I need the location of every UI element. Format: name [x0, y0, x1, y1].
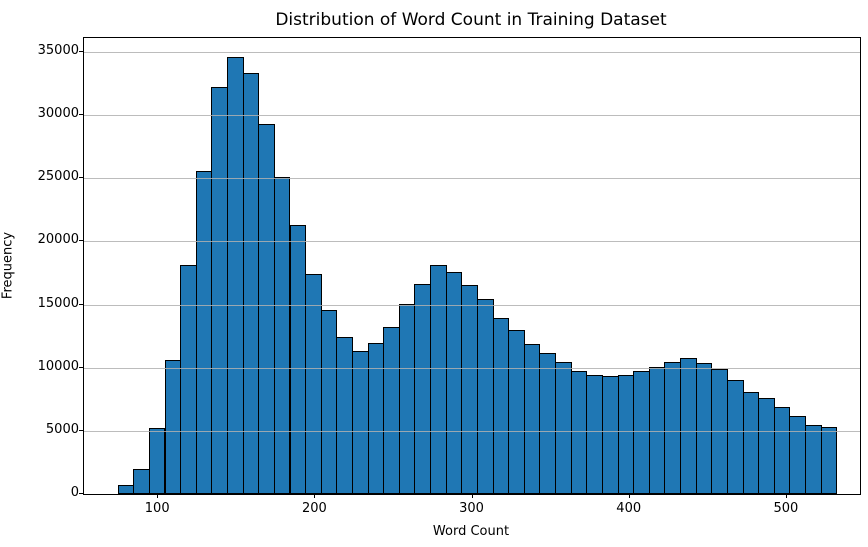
- x-tick-mark: [471, 494, 473, 498]
- histogram-bar: [648, 367, 666, 494]
- histogram-bar: [258, 123, 275, 494]
- x-tick-mark: [157, 494, 159, 498]
- histogram-bar: [461, 284, 478, 494]
- histogram-bar: [680, 358, 697, 494]
- histogram-bar: [195, 170, 213, 494]
- y-tick-label: 35000: [37, 42, 79, 58]
- histogram-bar: [117, 484, 135, 494]
- histogram-bar: [148, 428, 166, 494]
- histogram-bar: [555, 362, 572, 494]
- x-tick-mark: [628, 494, 630, 498]
- histogram-bar: [711, 368, 728, 494]
- histogram-bar: [539, 353, 557, 494]
- histogram-bar: [789, 415, 807, 494]
- plot-area: [83, 37, 861, 495]
- x-tick-mark: [785, 494, 787, 498]
- histogram-bar: [617, 374, 635, 494]
- y-tick-mark: [79, 366, 83, 368]
- x-tick-label: 200: [301, 501, 327, 516]
- histogram-bar: [601, 375, 619, 494]
- y-axis-label: Frequency: [0, 231, 16, 300]
- histogram-bar: [633, 370, 650, 494]
- histogram-bar: [289, 224, 307, 494]
- gridline: [84, 115, 860, 117]
- histogram-bar: [445, 271, 463, 494]
- histogram-bar: [492, 318, 510, 494]
- x-tick-label: 100: [144, 501, 170, 516]
- x-tick-mark: [314, 494, 316, 498]
- x-tick-label: 500: [773, 501, 799, 516]
- histogram-bar: [398, 303, 416, 494]
- chart-title: Distribution of Word Count in Training D…: [275, 10, 667, 30]
- y-tick-label: 5000: [45, 421, 79, 437]
- histogram-bar: [320, 309, 338, 494]
- histogram-bar: [242, 73, 260, 494]
- y-tick-label: 20000: [37, 232, 79, 248]
- histogram-bar: [367, 343, 385, 494]
- histogram-bar: [508, 329, 525, 494]
- y-tick-mark: [79, 114, 83, 116]
- y-tick-label: 0: [70, 484, 79, 500]
- histogram-bar: [305, 273, 322, 494]
- histogram-bar: [476, 299, 494, 494]
- y-tick-mark: [79, 50, 83, 52]
- histogram-bar: [570, 371, 588, 494]
- y-tick-mark: [79, 177, 83, 179]
- histogram-bar: [164, 360, 182, 494]
- histogram-bar: [523, 343, 541, 494]
- y-tick-label: 30000: [37, 105, 79, 121]
- histogram-bar: [180, 265, 197, 494]
- histogram-bar: [273, 176, 291, 494]
- histogram-bar: [586, 374, 603, 494]
- gridline: [84, 51, 860, 53]
- y-tick-mark: [79, 240, 83, 242]
- histogram-bar: [211, 87, 228, 494]
- histogram-bar: [805, 425, 822, 494]
- histogram-bar: [414, 284, 432, 494]
- histogram-bar: [726, 379, 744, 494]
- histogram-bar: [351, 351, 369, 494]
- y-tick-label: 10000: [37, 358, 79, 374]
- histogram-bar: [820, 426, 838, 494]
- y-tick-mark: [79, 493, 83, 494]
- x-axis-label: Word Count: [432, 524, 510, 539]
- histogram-bar: [430, 264, 447, 494]
- histogram-bar: [742, 391, 760, 494]
- histogram-bar: [383, 327, 400, 494]
- y-tick-mark: [79, 303, 83, 305]
- x-tick-label: 400: [616, 501, 642, 516]
- x-tick-label: 300: [459, 501, 484, 516]
- histogram-bar: [133, 468, 150, 494]
- y-tick-mark: [79, 429, 83, 431]
- y-tick-label: 25000: [37, 168, 79, 184]
- y-tick-label: 15000: [37, 295, 79, 311]
- histogram-bar: [664, 362, 682, 494]
- histogram-bar: [758, 398, 775, 494]
- histogram-bar: [227, 56, 244, 494]
- histogram-bar: [773, 407, 791, 494]
- histogram-bar: [336, 336, 353, 494]
- histogram-bar: [695, 362, 713, 494]
